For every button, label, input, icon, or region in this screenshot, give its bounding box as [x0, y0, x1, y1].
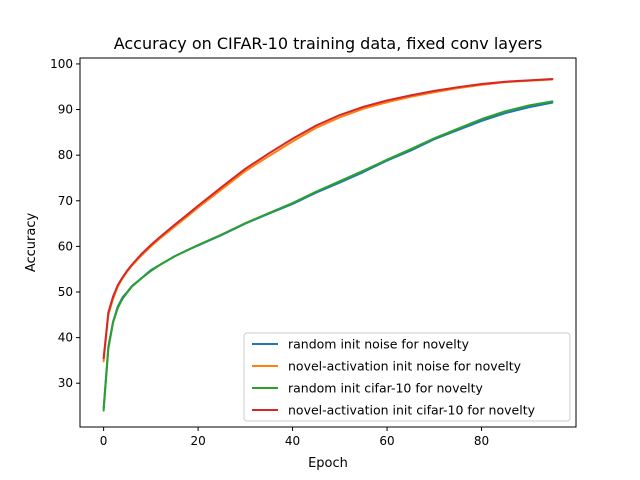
y-tick-label: 40: [58, 331, 73, 345]
x-tick-label: 80: [474, 434, 489, 448]
series-line-2: [102, 78, 554, 363]
y-tick-label: 50: [58, 285, 73, 299]
x-tick-label: 0: [100, 434, 108, 448]
y-tick-label: 60: [58, 239, 73, 253]
legend: random init noise for novelty novel-activ…: [243, 332, 571, 422]
legend-label-2: novel-activation init noise for novelty: [288, 359, 522, 374]
plot-area: [102, 77, 554, 412]
axis-ticks: 0 20 40 60 80 30 40 50 60 70 80 90 100: [50, 57, 489, 448]
series-line-4: [102, 77, 554, 360]
x-tick-label: 60: [379, 434, 394, 448]
plot-frame: [79, 57, 577, 428]
x-tick-label: 40: [285, 434, 300, 448]
legend-label-4: novel-activation init cifar-10 for novel…: [288, 403, 536, 418]
y-axis-label: Accuracy: [24, 213, 39, 273]
x-tick-label: 20: [190, 434, 205, 448]
y-tick-label: 30: [58, 376, 73, 390]
x-axis-label: Epoch: [308, 456, 348, 471]
y-tick-label: 100: [50, 57, 73, 71]
legend-label-1: random init noise for novelty: [288, 337, 470, 352]
legend-box: [243, 332, 571, 422]
y-tick-label: 90: [58, 103, 73, 117]
legend-label-3: random init cifar-10 for novelty: [288, 381, 484, 396]
y-tick-label: 70: [58, 194, 73, 208]
y-tick-label: 80: [58, 148, 73, 162]
series-line-3: [102, 100, 554, 412]
chart-title: Accuracy on CIFAR-10 training data, fixe…: [114, 34, 543, 53]
